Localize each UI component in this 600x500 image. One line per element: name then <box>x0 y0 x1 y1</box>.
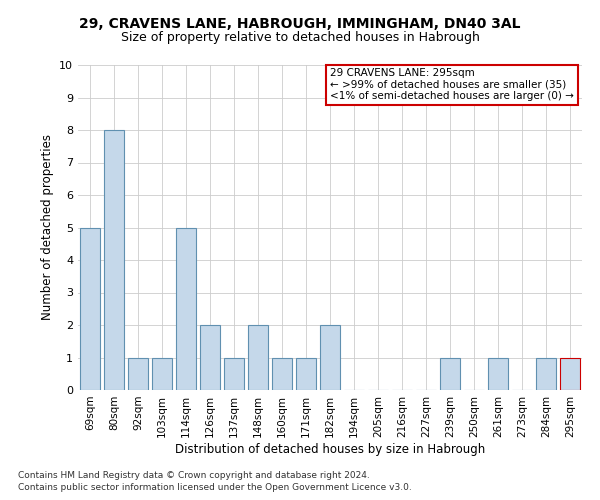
Bar <box>200 325 220 390</box>
Bar <box>128 358 148 390</box>
Bar <box>320 325 340 390</box>
Bar <box>80 228 100 390</box>
Bar <box>248 325 268 390</box>
Bar <box>560 358 580 390</box>
Bar <box>440 358 460 390</box>
Bar <box>152 358 172 390</box>
Text: 29, CRAVENS LANE, HABROUGH, IMMINGHAM, DN40 3AL: 29, CRAVENS LANE, HABROUGH, IMMINGHAM, D… <box>79 18 521 32</box>
Bar <box>176 228 196 390</box>
Text: 29 CRAVENS LANE: 295sqm
← >99% of detached houses are smaller (35)
<1% of semi-d: 29 CRAVENS LANE: 295sqm ← >99% of detach… <box>330 68 574 102</box>
Bar <box>272 358 292 390</box>
Y-axis label: Number of detached properties: Number of detached properties <box>41 134 53 320</box>
Text: Size of property relative to detached houses in Habrough: Size of property relative to detached ho… <box>121 31 479 44</box>
Bar <box>296 358 316 390</box>
Bar <box>104 130 124 390</box>
Bar <box>536 358 556 390</box>
Text: Contains public sector information licensed under the Open Government Licence v3: Contains public sector information licen… <box>18 483 412 492</box>
Bar <box>224 358 244 390</box>
Bar <box>488 358 508 390</box>
Text: Contains HM Land Registry data © Crown copyright and database right 2024.: Contains HM Land Registry data © Crown c… <box>18 471 370 480</box>
X-axis label: Distribution of detached houses by size in Habrough: Distribution of detached houses by size … <box>175 442 485 456</box>
